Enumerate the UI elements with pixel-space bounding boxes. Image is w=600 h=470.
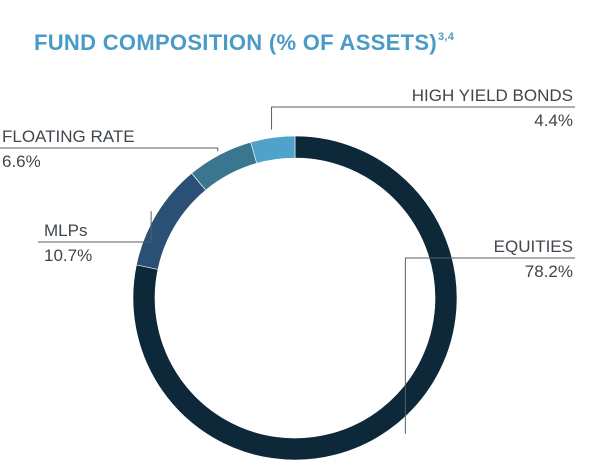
slice-high-yield-bonds [250, 135, 296, 164]
slice-labels: EQUITIES 78.2% MLPs 10.7% FLOATING RATE 6.6% H… [2, 86, 573, 281]
value-label: 78.2% [525, 262, 573, 281]
slice-mlps [136, 172, 207, 270]
chart-title: FUND COMPOSITION (% OF ASSETS)3,4 [34, 30, 454, 56]
donut-slices [132, 135, 458, 461]
leader-line [38, 211, 152, 243]
category-label: HIGH YIELD BONDS [412, 86, 573, 105]
value-label: 6.6% [2, 152, 41, 171]
leader-line [0, 147, 219, 152]
leader-line [271, 106, 575, 130]
category-label: FLOATING RATE [2, 127, 135, 146]
slice-equities [132, 135, 458, 461]
category-label: MLPs [44, 221, 87, 240]
chart-title-superscript: 3,4 [437, 31, 455, 43]
leader-lines [0, 106, 575, 434]
slice-floating-rate [191, 141, 258, 191]
value-label: 4.4% [534, 111, 573, 130]
category-label: EQUITIES [494, 237, 573, 256]
chart-title-text: FUND COMPOSITION (% OF ASSETS) [34, 30, 437, 55]
leader-line [404, 257, 575, 434]
value-label: 10.7% [44, 246, 92, 265]
